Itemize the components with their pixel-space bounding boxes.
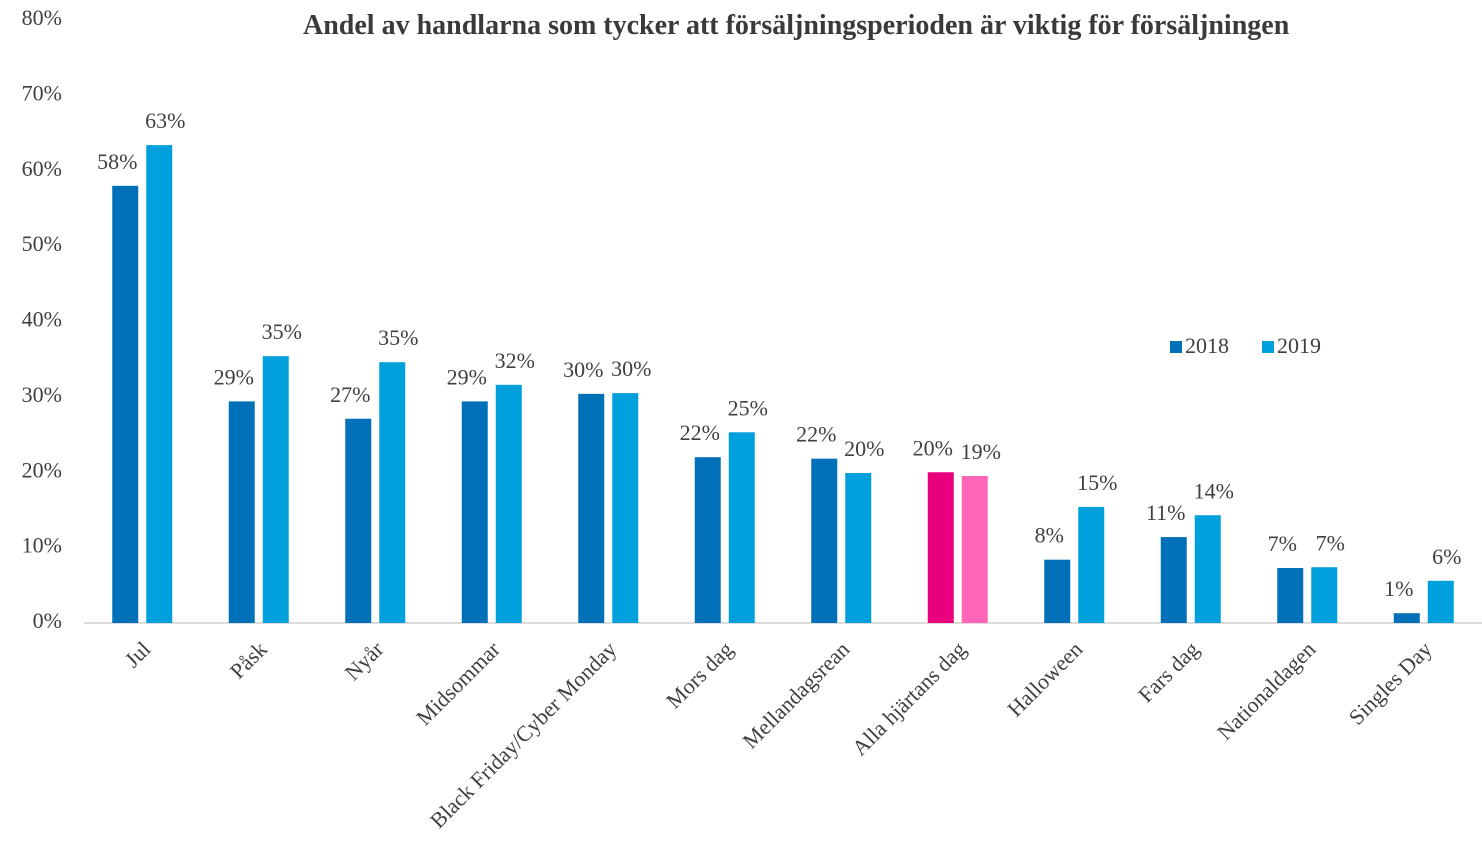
y-tick-label: 10% — [22, 533, 62, 558]
x-tick-label: Nyår — [340, 636, 389, 685]
x-tick-label: Fars dag — [1133, 636, 1204, 707]
bar — [1393, 613, 1420, 623]
bar — [1160, 537, 1187, 623]
y-tick-label: 80% — [22, 5, 62, 30]
value-label: 20% — [844, 436, 884, 461]
bar — [495, 384, 522, 623]
value-label: 1% — [1384, 576, 1413, 601]
legend-label: 2019 — [1277, 333, 1321, 358]
x-tick-label: Jul — [120, 636, 156, 672]
y-tick-label: 30% — [22, 382, 62, 407]
value-label: 30% — [611, 356, 651, 381]
x-tick-label: Alla hjärtans dag — [847, 636, 971, 760]
value-label: 25% — [728, 395, 768, 420]
y-tick-label: 20% — [22, 457, 62, 482]
bar — [961, 476, 988, 623]
bar — [345, 418, 372, 623]
bar — [1044, 559, 1071, 623]
x-tick-label: Halloween — [1002, 636, 1087, 721]
y-tick-label: 50% — [22, 231, 62, 256]
y-tick-label: 0% — [33, 608, 62, 633]
bar — [461, 401, 488, 623]
value-label: 7% — [1268, 531, 1297, 556]
bar — [845, 473, 872, 623]
legend-swatch — [1262, 341, 1274, 353]
value-label: 8% — [1035, 523, 1064, 548]
value-label: 58% — [97, 149, 137, 174]
bar — [262, 356, 289, 623]
value-label: 7% — [1316, 530, 1345, 555]
bar — [146, 145, 173, 623]
legend-swatch — [1170, 341, 1182, 353]
x-tick-label: Nationaldagen — [1212, 636, 1320, 744]
value-label: 15% — [1077, 470, 1117, 495]
bar — [1078, 506, 1105, 623]
bar — [1427, 580, 1454, 623]
y-tick-label: 40% — [22, 307, 62, 332]
y-tick-label: 70% — [22, 80, 62, 105]
x-tick-label: Mors dag — [661, 636, 738, 713]
value-label: 20% — [913, 435, 953, 460]
value-label: 22% — [680, 420, 720, 445]
value-label: 29% — [447, 364, 487, 389]
bar — [379, 362, 406, 623]
value-label: 14% — [1194, 478, 1234, 503]
bar — [728, 432, 755, 623]
value-label: 19% — [961, 439, 1001, 464]
x-tick-label: Black Friday/Cyber Monday — [425, 636, 622, 833]
bar — [694, 457, 721, 623]
bar — [612, 393, 639, 623]
bar — [1277, 567, 1304, 623]
value-label: 27% — [330, 382, 370, 407]
y-tick-label: 60% — [22, 156, 62, 181]
value-label: 35% — [262, 319, 302, 344]
bar — [578, 393, 605, 623]
x-tick-label: Påsk — [225, 636, 272, 683]
value-label: 63% — [145, 108, 185, 133]
bar — [811, 458, 838, 623]
chart-title: Andel av handlarna som tycker att försäl… — [303, 10, 1290, 41]
value-label: 22% — [796, 422, 836, 447]
value-label: 11% — [1146, 500, 1186, 525]
x-tick-label: Midsommar — [411, 636, 505, 730]
bar — [228, 401, 255, 623]
value-label: 30% — [563, 357, 603, 382]
x-tick-label: Mellandagsrean — [737, 636, 854, 753]
bar — [1194, 515, 1221, 623]
value-label: 35% — [378, 325, 418, 350]
value-label: 29% — [214, 364, 254, 389]
value-label: 6% — [1432, 544, 1461, 569]
legend-label: 2018 — [1185, 333, 1229, 358]
value-label: 32% — [495, 348, 535, 373]
bar — [1311, 567, 1338, 623]
bar — [112, 185, 139, 623]
bar — [927, 472, 954, 623]
x-tick-label: Singles Day — [1344, 636, 1437, 729]
